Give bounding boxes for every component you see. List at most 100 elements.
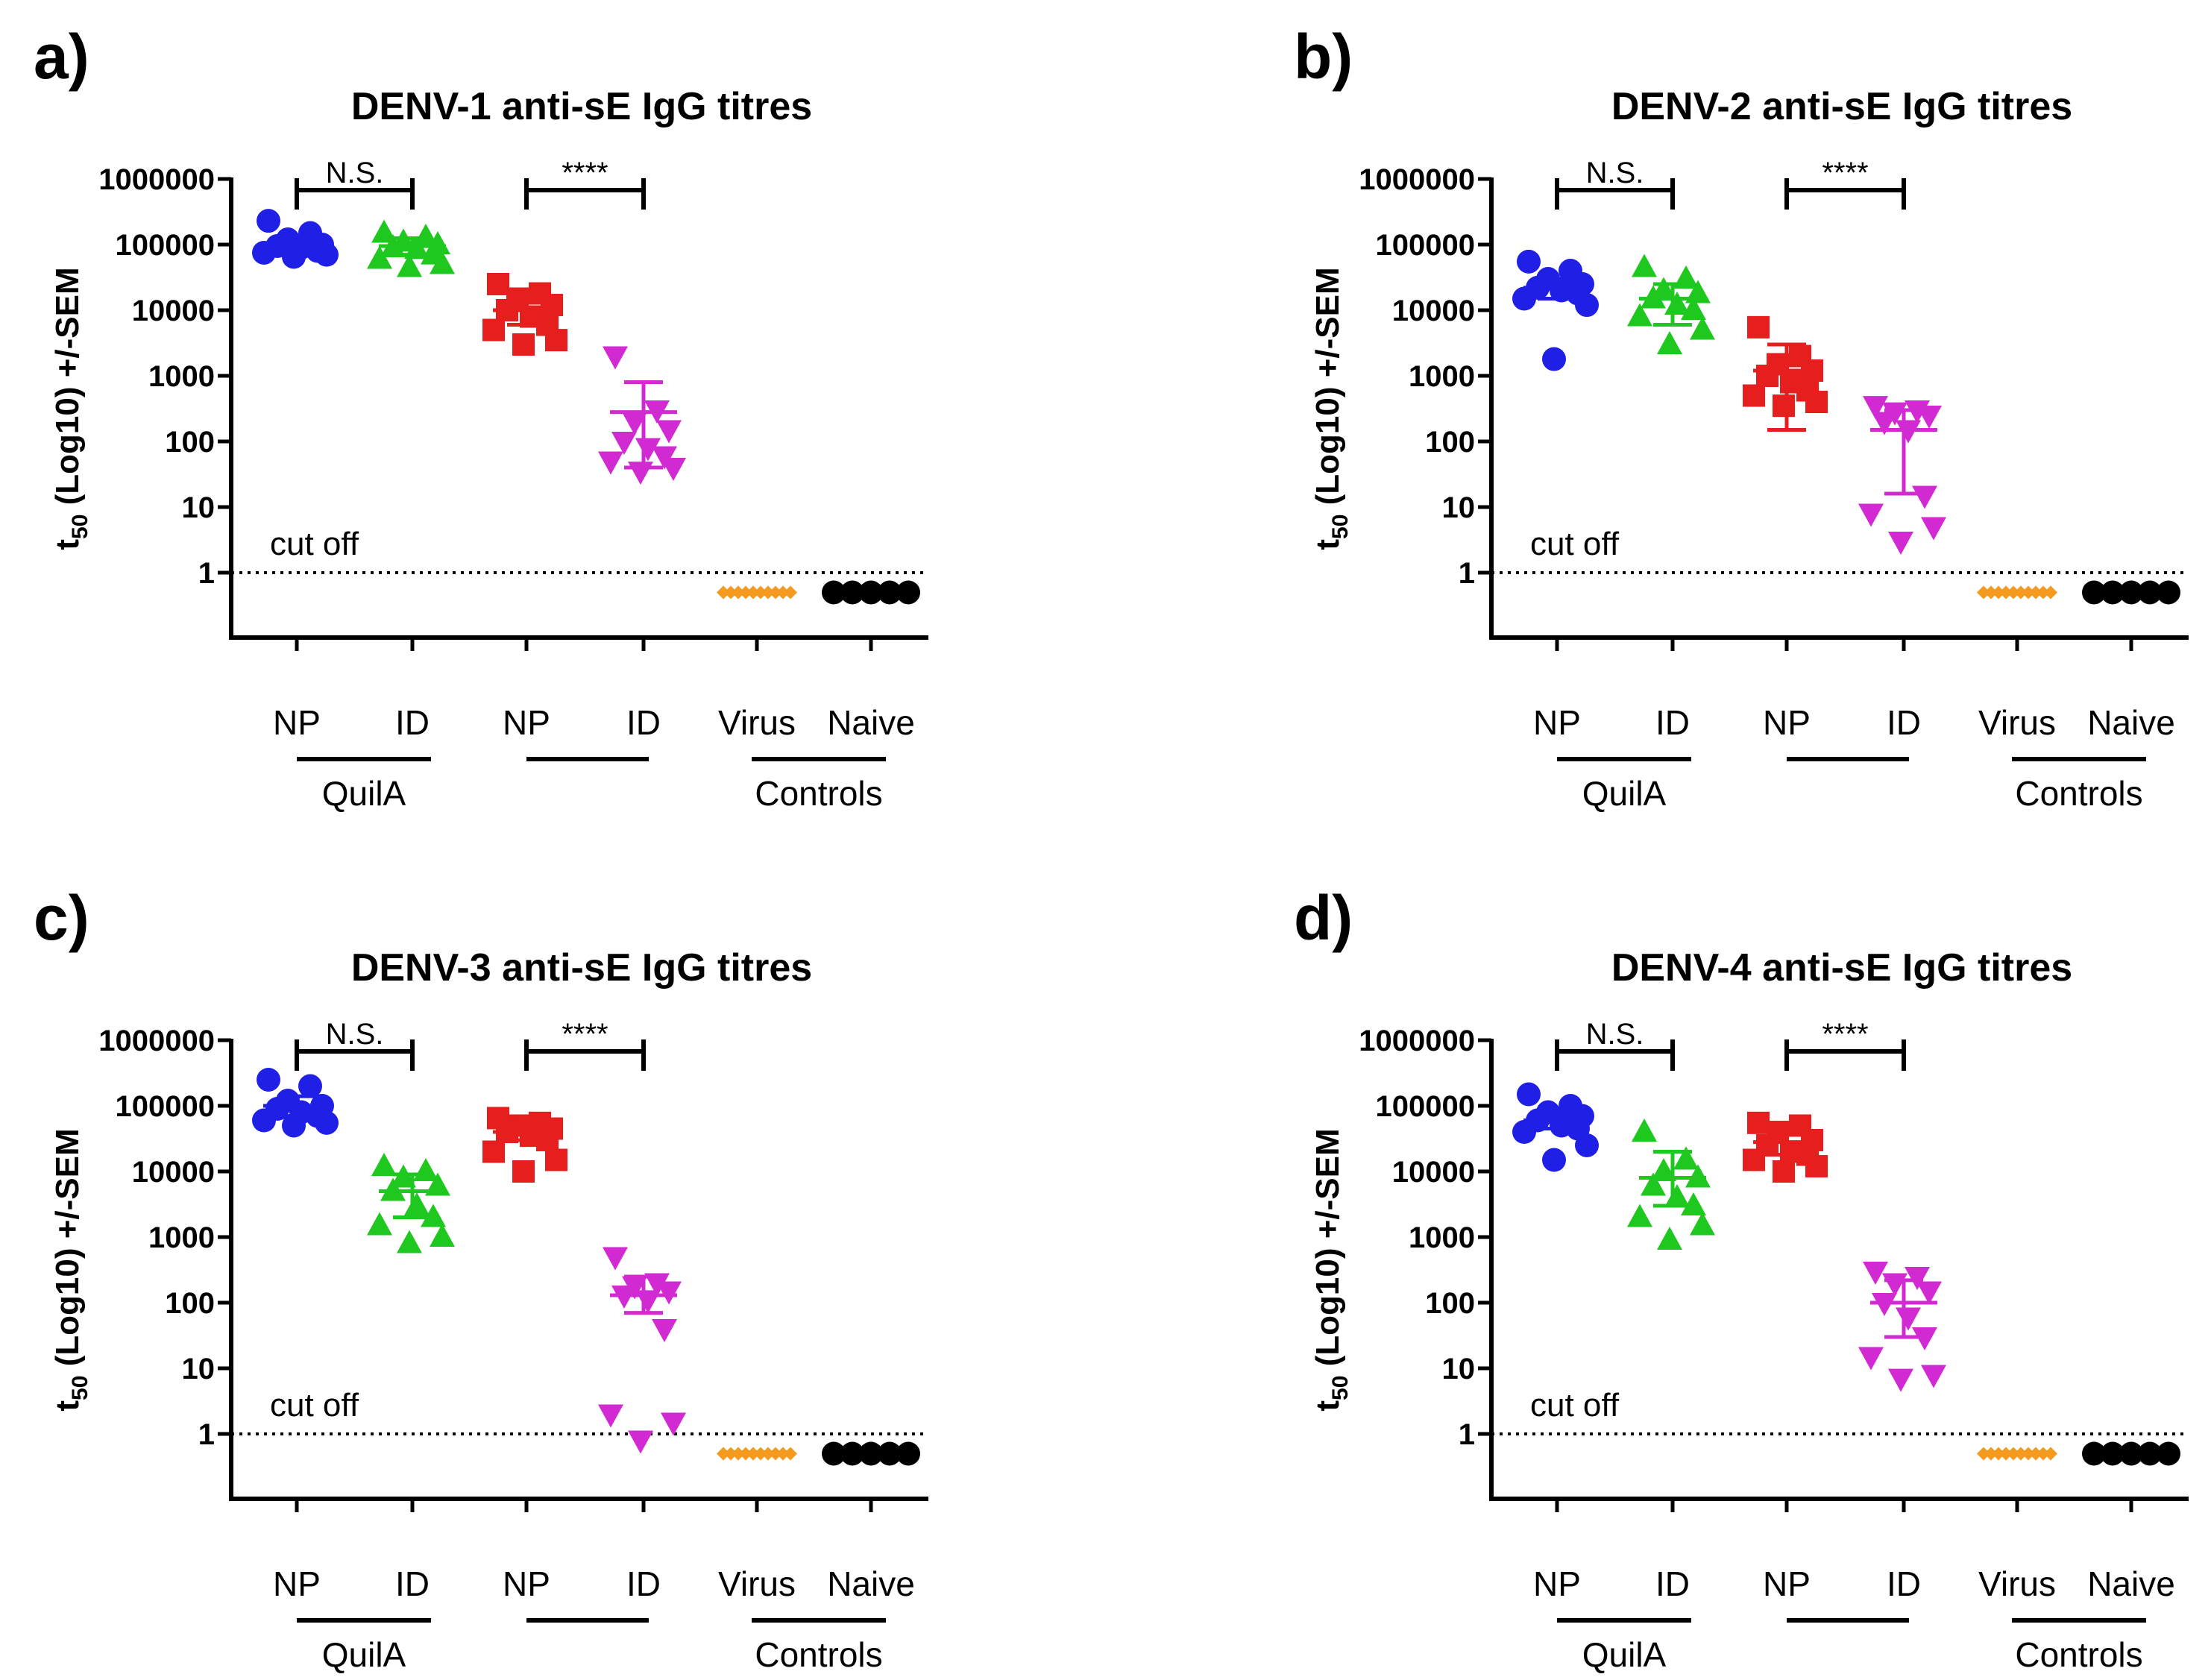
- data-point: [656, 1281, 682, 1305]
- y-tick-label: 1: [1459, 1418, 1475, 1451]
- y-tick-label: 10: [182, 491, 216, 524]
- data-point: [2119, 580, 2143, 605]
- x-category-label: NP: [1533, 1564, 1581, 1603]
- data-point: [1896, 1307, 1921, 1331]
- data-point: [611, 432, 637, 455]
- x-category-label: NP: [503, 703, 550, 742]
- y-tick-label: 1000: [1409, 360, 1475, 393]
- data-point: [1690, 1212, 1715, 1236]
- x-category-label: Naive: [827, 703, 915, 742]
- data-point: [315, 1110, 339, 1135]
- data-point: [724, 1447, 737, 1461]
- panel-letter: d): [1294, 883, 1353, 953]
- data-point: [732, 1447, 745, 1461]
- group-label: QuilA: [322, 1635, 406, 1674]
- data-point: [545, 1148, 567, 1171]
- data-point: [628, 1430, 653, 1454]
- data-point: [746, 1447, 760, 1461]
- data-point: [282, 1113, 306, 1138]
- y-axis-label-rest: (Log10) +/-SEM: [1309, 267, 1346, 514]
- chart-panel: b) DENV-2 anti-sE IgG titres t50 (Log10) +…: [1294, 22, 2189, 813]
- data-point: [769, 585, 782, 600]
- group-label: QuilA: [1582, 1635, 1667, 1674]
- y-tick-label: 10000: [1392, 295, 1475, 327]
- data-point: [413, 1158, 438, 1181]
- data-point: [628, 462, 653, 485]
- group-label: Controls: [2015, 1635, 2142, 1674]
- chart-title: DENV-2 anti-sE IgG titres: [1611, 85, 2072, 128]
- data-point: [1977, 1447, 1990, 1461]
- group-label: QuilA: [322, 774, 406, 813]
- data-point: [2007, 585, 2020, 600]
- cutoff-label: cut off: [1530, 1387, 1620, 1423]
- y-tick-label: 1: [198, 1418, 215, 1451]
- data-point: [2082, 1441, 2106, 1466]
- x-category-label: NP: [273, 703, 321, 742]
- data-point: [776, 1447, 790, 1461]
- y-tick-label: 1000: [1409, 1221, 1475, 1254]
- y-tick-label: 100: [1425, 1287, 1475, 1320]
- data-point: [784, 585, 797, 600]
- y-tick-label: 1000000: [98, 1025, 215, 1057]
- x-category-label: Virus: [718, 703, 796, 742]
- data-point: [2138, 580, 2162, 605]
- data-point: [1984, 1447, 1998, 1461]
- significance-label: N.S.: [1586, 157, 1644, 189]
- data-point: [776, 585, 790, 600]
- data-point: [622, 412, 647, 435]
- chart-panel: c) DENV-3 anti-sE IgG titres t50 (Log10) +…: [34, 883, 928, 1674]
- data-point: [397, 1230, 422, 1253]
- data-point: [1743, 1148, 1765, 1171]
- data-point: [2037, 585, 2050, 600]
- y-tick-label: 10: [182, 1353, 216, 1385]
- data-point: [603, 1247, 628, 1271]
- x-category-label: ID: [626, 1564, 661, 1603]
- data-point: [482, 1140, 505, 1163]
- y-tick-label: 100000: [116, 229, 215, 262]
- data-point: [840, 580, 864, 605]
- data-point: [2029, 585, 2042, 600]
- data-point: [1747, 315, 1770, 339]
- data-point: [1773, 1160, 1795, 1183]
- significance-label: N.S.: [1586, 1018, 1644, 1051]
- significance-label: N.S.: [326, 1018, 384, 1051]
- data-point: [754, 585, 767, 600]
- data-point: [367, 245, 392, 269]
- x-category-label: ID: [1655, 1564, 1690, 1603]
- x-category-label: Virus: [718, 1564, 796, 1603]
- cutoff-label: cut off: [1530, 526, 1620, 562]
- data-point: [2157, 580, 2180, 605]
- y-tick-label: 100: [165, 1287, 215, 1320]
- data-point: [1805, 1155, 1828, 1178]
- y-axis-label-main: t: [49, 539, 86, 550]
- y-axis-label: t50 (Log10) +/-SEM: [49, 267, 92, 550]
- chart-panel: d) DENV-4 anti-sE IgG titres t50 (Log10) +…: [1294, 883, 2189, 1674]
- y-tick-label: 100000: [1376, 229, 1475, 262]
- data-point: [1627, 303, 1652, 327]
- data-point: [1992, 585, 2005, 600]
- data-point: [1872, 412, 1897, 435]
- y-tick-label: 1000000: [98, 163, 215, 196]
- y-tick-label: 10: [1442, 1353, 1476, 1385]
- x-category-label: ID: [626, 703, 661, 742]
- data-point: [315, 242, 339, 267]
- data-point: [1999, 1447, 2013, 1461]
- x-category-label: Naive: [2087, 703, 2175, 742]
- data-point: [1912, 485, 1937, 509]
- data-point: [1921, 517, 1946, 541]
- data-point: [1756, 365, 1778, 387]
- y-tick-label: 1000: [148, 360, 215, 393]
- data-point: [1517, 1082, 1541, 1107]
- data-point: [2022, 1447, 2035, 1461]
- y-axis-label-rest: (Log10) +/-SEM: [49, 267, 86, 514]
- data-point: [822, 580, 846, 605]
- y-axis-label: t50 (Log10) +/-SEM: [1309, 1128, 1353, 1411]
- data-point: [1888, 532, 1913, 556]
- data-point: [430, 251, 455, 274]
- data-point: [1542, 1148, 1566, 1172]
- data-point: [1863, 396, 1888, 420]
- x-category-label: ID: [1887, 1564, 1921, 1603]
- data-point: [430, 1224, 455, 1247]
- group-label: Controls: [755, 774, 882, 813]
